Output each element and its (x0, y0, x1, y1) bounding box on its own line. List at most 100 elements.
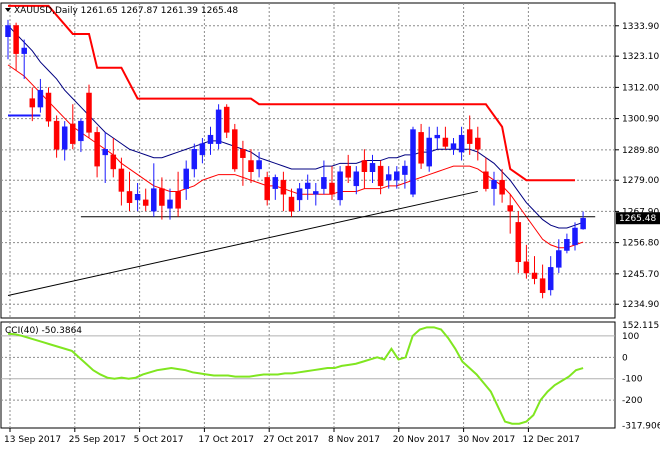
cci-tick-label: -100 (622, 375, 643, 385)
candle (434, 126, 441, 150)
time-tick-label: 25 Sep 2017 (69, 435, 126, 445)
candle (402, 160, 408, 189)
candle (13, 22, 19, 71)
cci-series (7, 326, 584, 425)
candle (507, 194, 513, 234)
price-overlays (7, 4, 596, 296)
symbol-header: XAUUSD,Daily 1261.65 1267.87 1261.39 126… (14, 6, 238, 16)
time-tick-label: 5 Oct 2017 (134, 435, 184, 445)
candle (272, 174, 279, 200)
candle-body (29, 98, 36, 108)
candle (418, 123, 424, 169)
time-tick-label: 20 Nov 2017 (393, 435, 451, 445)
candle-body (385, 174, 392, 181)
candle-body (126, 191, 133, 203)
candle (191, 143, 198, 178)
time-tick-label: 17 Oct 2017 (198, 435, 254, 445)
candle (110, 138, 117, 178)
candle (134, 183, 141, 212)
time-tick-label: 27 Oct 2017 (263, 435, 319, 445)
candle (369, 154, 376, 183)
candle (491, 171, 497, 206)
candle (126, 171, 133, 212)
candle (539, 264, 546, 299)
candle (483, 157, 489, 192)
candle-body (13, 25, 19, 54)
time-tick-label: 30 Nov 2017 (458, 435, 516, 445)
candle (45, 87, 52, 127)
candle (523, 244, 530, 279)
moving-average-slow (7, 25, 584, 229)
candle-body (321, 177, 327, 189)
price-tick-label: 1300.90 (622, 115, 659, 125)
candle (159, 177, 165, 220)
trend-line (7, 190, 478, 296)
candle (142, 188, 149, 212)
candle (151, 163, 157, 217)
candle-body (45, 92, 52, 122)
candle (564, 233, 570, 254)
cci-line (7, 326, 584, 425)
candle-body (191, 149, 198, 170)
candle-body (491, 179, 497, 189)
candle-body (313, 191, 319, 195)
candle (288, 188, 295, 217)
candle-body (523, 261, 530, 274)
candle-body (215, 109, 222, 144)
candle (167, 188, 173, 220)
candle-body (167, 199, 173, 209)
price-tick-label: 1289.80 (622, 146, 659, 156)
candle-body (207, 134, 214, 144)
candle-body (240, 149, 246, 158)
candle-body (256, 160, 262, 170)
candle-body (410, 129, 416, 195)
candle (450, 138, 457, 155)
price-tick-label: 1245.70 (622, 270, 659, 280)
price-panel-frame (0, 2, 616, 319)
candle-body (175, 191, 181, 209)
candle-body (531, 272, 538, 279)
candle (240, 140, 246, 186)
candle (199, 138, 206, 164)
candle-body (53, 120, 60, 150)
candle (361, 149, 368, 189)
candle (531, 256, 538, 285)
candle (118, 157, 125, 206)
candle (264, 171, 270, 206)
candle-body (426, 137, 432, 167)
candle-body (515, 222, 522, 262)
collapse-arrow-icon[interactable] (5, 8, 11, 12)
candle (313, 183, 319, 206)
candle-body (337, 171, 343, 201)
candle-body (37, 89, 44, 108)
candle-body (110, 154, 117, 170)
cci-tick-label: 100 (622, 332, 639, 342)
candle (394, 166, 400, 189)
price-tick-label: 1234.90 (622, 300, 659, 310)
candle (296, 183, 303, 212)
candle (499, 168, 505, 203)
cci-tick-label: -317.9064 (622, 421, 660, 431)
price-grid (1, 3, 615, 318)
candle-body (402, 165, 408, 175)
candle-body (183, 168, 189, 189)
candle-body (223, 106, 230, 133)
candle (215, 104, 222, 150)
indicator-header: CCI(40) -50.3864 (5, 326, 82, 336)
candle (21, 39, 27, 79)
price-tick-label: 1312.00 (622, 83, 659, 93)
candle-body (78, 120, 84, 142)
candle (304, 174, 311, 200)
candle-body (280, 179, 287, 195)
candle-body (361, 160, 368, 172)
candle (321, 160, 327, 195)
candle (556, 239, 562, 273)
candle (61, 121, 68, 161)
candle (70, 104, 76, 150)
candle-body (475, 137, 481, 150)
candle (515, 211, 522, 273)
candle-body (556, 250, 562, 268)
candle-body (499, 179, 505, 195)
time-tick-label: 8 Nov 2017 (328, 435, 380, 445)
